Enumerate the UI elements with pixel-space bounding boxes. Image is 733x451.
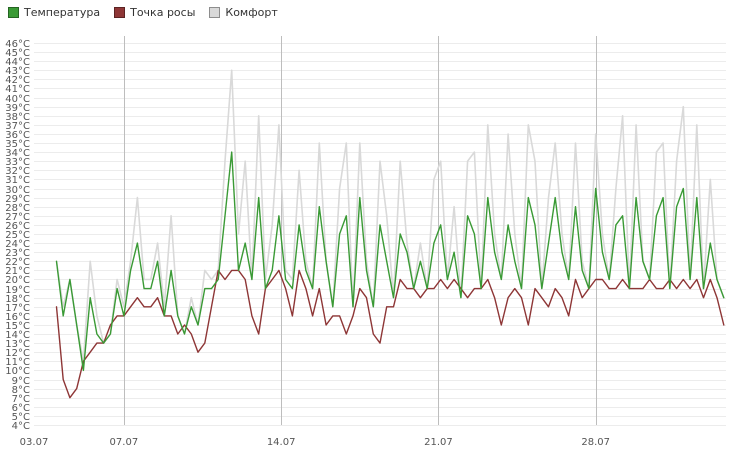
y-tick-label: 6°C (12, 403, 30, 414)
x-tick-label: 03.07 (20, 437, 49, 448)
y-tick-label: 4°C (12, 421, 30, 432)
legend-swatch-temperature (8, 6, 19, 18)
y-tick-label: 33°C (5, 157, 30, 168)
y-tick-label: 45°C (5, 48, 30, 59)
x-tick-label: 07.07 (110, 437, 139, 448)
legend-item-dewpoint[interactable]: Точка росы (114, 6, 195, 19)
y-tick-label: 26°C (5, 221, 30, 232)
x-tick-label: 21.07 (424, 437, 453, 448)
y-tick-label: 14°C (5, 330, 30, 341)
y-tick-label: 8°C (12, 385, 30, 396)
y-tick-label: 31°C (5, 175, 30, 186)
legend-item-comfort[interactable]: Комфорт (209, 5, 278, 19)
y-tick-label: 32°C (5, 166, 30, 177)
y-tick-label: 25°C (5, 230, 30, 241)
legend-item-temperature[interactable]: Температура (8, 6, 100, 19)
legend-label-dewpoint: Точка росы (130, 5, 196, 19)
y-tick-label: 17°C (5, 303, 30, 314)
y-tick-label: 24°C (5, 239, 30, 250)
y-tick-label: 27°C (5, 212, 30, 223)
y-tick-label: 10°C (5, 366, 30, 377)
legend-label-comfort: Комфорт (225, 5, 278, 19)
y-tick-label: 30°C (5, 185, 30, 196)
y-tick-label: 5°C (12, 412, 30, 423)
y-tick-label: 40°C (5, 94, 30, 105)
y-tick-label: 39°C (5, 103, 30, 114)
x-axis-tick-labels: 03.07 07.07 14.07 21.07 28.07 (20, 437, 610, 448)
y-tick-label: 35°C (5, 139, 30, 150)
y-tick-label: 23°C (5, 248, 30, 259)
y-axis-tick-labels: 4°C5°C6°C7°C8°C9°C10°C11°C12°C13°C14°C15… (5, 39, 30, 432)
chart-legend: Температура Точка росы Комфорт (8, 4, 292, 20)
y-tick-label: 21°C (5, 266, 30, 277)
legend-swatch-dewpoint (114, 6, 126, 18)
horizontal-gridlines (34, 43, 726, 426)
y-tick-label: 20°C (5, 275, 30, 286)
legend-swatch-comfort (209, 6, 221, 18)
series-comfort-line (55, 69, 725, 363)
y-tick-label: 44°C (5, 57, 30, 68)
series-dewpoint-line (55, 269, 725, 399)
y-tick-label: 12°C (5, 348, 30, 359)
y-tick-label: 29°C (5, 194, 30, 205)
x-tick-label: 14.07 (267, 437, 296, 448)
y-tick-label: 16°C (5, 312, 30, 323)
y-tick-label: 9°C (12, 376, 30, 387)
y-tick-label: 15°C (5, 321, 30, 332)
y-tick-label: 43°C (5, 66, 30, 77)
y-tick-label: 22°C (5, 257, 30, 268)
y-tick-label: 34°C (5, 148, 30, 159)
plot-series (55, 69, 725, 399)
y-tick-label: 13°C (5, 339, 30, 350)
y-tick-label: 11°C (5, 357, 30, 368)
x-tick-label: 28.07 (581, 437, 610, 448)
y-tick-label: 18°C (5, 294, 30, 305)
y-tick-label: 28°C (5, 203, 30, 214)
legend-label-temperature: Температура (24, 5, 101, 19)
series-temperature-line (55, 151, 725, 372)
y-tick-label: 46°C (5, 39, 30, 50)
y-tick-label: 19°C (5, 285, 30, 296)
y-tick-label: 37°C (5, 121, 30, 132)
y-tick-label: 38°C (5, 112, 30, 123)
y-tick-label: 41°C (5, 84, 30, 95)
y-tick-label: 7°C (12, 394, 30, 405)
y-tick-label: 42°C (5, 75, 30, 86)
y-tick-label: 36°C (5, 130, 30, 141)
